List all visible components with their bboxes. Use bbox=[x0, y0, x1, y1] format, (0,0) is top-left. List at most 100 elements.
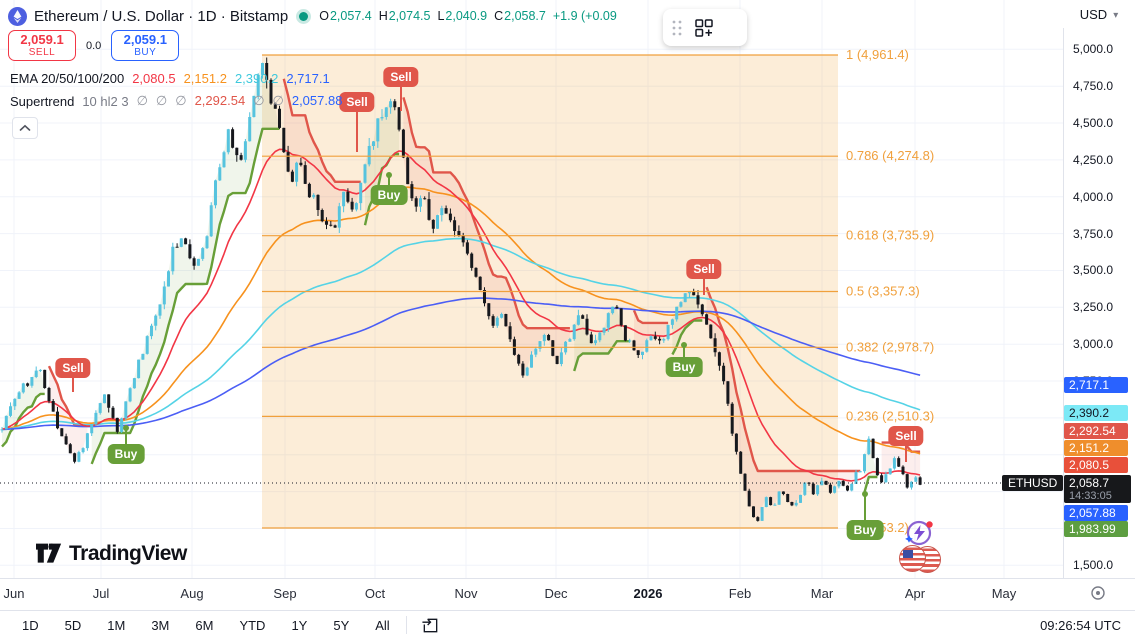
price-badge: 1,983.99 bbox=[1064, 521, 1128, 537]
svg-text:1 (4,961.4): 1 (4,961.4) bbox=[846, 47, 909, 62]
price-scale-label: 3,750.0 bbox=[1073, 226, 1114, 241]
svg-text:0.236 (2,510.3): 0.236 (2,510.3) bbox=[846, 408, 934, 423]
time-axis-label: Jun bbox=[3, 586, 25, 601]
time-axis-label: Aug bbox=[180, 586, 204, 601]
ohlc-key: H bbox=[378, 9, 388, 23]
buy-button[interactable]: 2,059.1 BUY bbox=[111, 30, 180, 61]
watermark-text: TradingView bbox=[69, 542, 187, 565]
range-button-1y[interactable]: 1Y bbox=[291, 617, 308, 633]
price-scale-label: 4,750.0 bbox=[1073, 79, 1114, 94]
signal-stem-dot bbox=[681, 342, 687, 348]
signal-stem bbox=[125, 428, 127, 444]
time-axis-label: 2026 bbox=[633, 586, 663, 601]
ema-value: 2,390.2 bbox=[234, 71, 279, 86]
price-badge: 2,292.54 bbox=[1064, 423, 1128, 439]
last-price-badge: 2,058.7 14:33:05 bbox=[1064, 475, 1131, 503]
range-button-ytd[interactable]: YTD bbox=[239, 617, 266, 633]
tradingview-mark-icon bbox=[36, 543, 62, 563]
signal-stem bbox=[400, 87, 402, 111]
buy-price: 2,059.1 bbox=[123, 32, 167, 47]
ohlc-key: L bbox=[437, 9, 445, 23]
economic-calendar-flags-icon[interactable] bbox=[899, 545, 947, 575]
drag-handle[interactable] bbox=[671, 19, 683, 37]
supertrend-params: 10 hl2 3 bbox=[82, 93, 129, 109]
supertrend-legend-row[interactable]: Supertrend 10 hl2 3 ∅ ∅ ∅ 2,292.54 ∅ ∅ 2,057.8… bbox=[10, 93, 342, 109]
time-axis-label: Sep bbox=[273, 586, 297, 601]
signal-stem bbox=[905, 446, 907, 462]
ema-legend-row[interactable]: EMA 20/50/100/200 2,080.5 2,151.2 2,390.2 2… bbox=[10, 71, 330, 86]
symbol-title[interactable]: Ethereum / U.S. Dollar · 1D · Bitstamp bbox=[34, 7, 289, 25]
supertrend-value: ∅ bbox=[155, 93, 168, 108]
price-scale-label: 3,500.0 bbox=[1073, 263, 1114, 278]
range-button-6m[interactable]: 6M bbox=[195, 617, 214, 633]
add-layout-icon[interactable] bbox=[693, 17, 715, 39]
ema-values: 2,080.5 2,151.2 2,390.2 2,717.1 bbox=[132, 71, 330, 86]
price-badge: 2,390.2 bbox=[1064, 405, 1128, 421]
time-axis-label: May bbox=[991, 586, 1017, 601]
tradingview-logo[interactable]: TradingView bbox=[36, 542, 187, 566]
toolbar-divider bbox=[405, 616, 407, 634]
price-badge: 2,080.5 bbox=[1064, 457, 1128, 473]
price-scale-label: 4,250.0 bbox=[1073, 152, 1114, 167]
time-axis-label: Nov bbox=[454, 586, 478, 601]
signal-stem-dot bbox=[123, 425, 129, 431]
svg-text:0.382 (2,978.7): 0.382 (2,978.7) bbox=[846, 339, 934, 354]
buy-label: BUY bbox=[134, 47, 157, 58]
range-button-1d[interactable]: 1D bbox=[22, 617, 39, 633]
bottom-toolbar: 1D 5D 1M 3M 6M YTD 1Y 5Y All 09:26:54 UTC bbox=[0, 610, 1135, 639]
chevron-down-icon: ▾ bbox=[1113, 9, 1119, 21]
svg-text:0.618 (3,735.9): 0.618 (3,735.9) bbox=[846, 228, 934, 243]
symbol-row[interactable]: Ethereum / U.S. Dollar · 1D · Bitstamp O… bbox=[8, 5, 617, 27]
range-button-all[interactable]: All bbox=[375, 617, 390, 633]
clock-utc[interactable]: 09:26:54 UTC bbox=[1040, 617, 1121, 633]
ai-assistant-icon[interactable] bbox=[903, 517, 935, 554]
time-axis[interactable]: Jun Jul Aug Sep Oct Nov Dec 2026 Feb Mar Apr May bbox=[0, 578, 1135, 610]
ohlc-pair: L2,040.9 bbox=[437, 9, 487, 23]
chart-canvas[interactable]: 1 (4,961.4) 0.786 (4,274.8) 0.618 (3,735.9… bbox=[0, 0, 1063, 578]
ohlc-key: O bbox=[319, 9, 329, 23]
ohlc-value: 2,058.7 bbox=[504, 9, 546, 23]
sell-button[interactable]: 2,059.1 SELL bbox=[8, 30, 76, 61]
supertrend-label: Supertrend bbox=[10, 93, 75, 109]
supertrend-value: 2,292.54 bbox=[194, 93, 246, 108]
buy-signal-badge: Buy bbox=[846, 520, 884, 540]
range-button-5d[interactable]: 5D bbox=[64, 617, 82, 633]
time-axis-label: Apr bbox=[904, 586, 926, 601]
sell-signal-badge: Sell bbox=[55, 358, 91, 378]
ema-value: 2,080.5 bbox=[132, 71, 176, 86]
price-scale-label: 5,000.0 bbox=[1073, 42, 1114, 57]
range-button-5y[interactable]: 5Y bbox=[333, 617, 350, 633]
ohlc-value: 2,074.5 bbox=[388, 9, 431, 23]
signal-stem bbox=[864, 494, 866, 520]
range-button-3m[interactable]: 3M bbox=[151, 617, 170, 633]
range-button-1m[interactable]: 1M bbox=[107, 617, 126, 633]
sell-signal-badge: Sell bbox=[888, 426, 924, 446]
trade-panel: 2,059.1 SELL 0.0 2,059.1 BUY bbox=[8, 30, 180, 61]
ohlc-pair: H2,074.5 bbox=[379, 9, 431, 23]
supertrend-values: ∅ ∅ ∅ 2,292.54 ∅ ∅ 2,057.88 bbox=[137, 93, 343, 109]
go-to-date-button[interactable] bbox=[415, 614, 446, 637]
collapse-legend-button[interactable] bbox=[12, 117, 38, 139]
currency-dropdown[interactable]: USD ▾ bbox=[1063, 0, 1135, 28]
spread-value: 0.0 bbox=[86, 39, 102, 52]
signal-stem bbox=[683, 345, 685, 357]
market-status-icon[interactable] bbox=[299, 11, 309, 21]
ohlc-value: 2,040.9 bbox=[445, 9, 488, 23]
time-axis-label: Jul bbox=[92, 586, 110, 601]
signal-stem bbox=[356, 112, 358, 152]
chart-svg: 1 (4,961.4) 0.786 (4,274.8) 0.618 (3,735.9… bbox=[0, 0, 1063, 578]
time-axis-settings-icon[interactable] bbox=[1090, 585, 1106, 606]
symbol-price-chip: ETHUSD bbox=[1002, 475, 1064, 491]
ohlc-key: C bbox=[494, 9, 504, 23]
ohlc-values: O2,057.4 H2,074.5 L2,040.9 C2,058.7 +1.9 (+0… bbox=[319, 9, 617, 23]
supertrend-value: ∅ bbox=[175, 93, 187, 108]
price-badge: 2,717.1 bbox=[1064, 377, 1128, 393]
buy-signal-badge: Buy bbox=[665, 357, 703, 377]
price-scale-label: 4,000.0 bbox=[1073, 189, 1114, 204]
signal-stem bbox=[703, 279, 705, 295]
floating-toolbar bbox=[663, 9, 747, 46]
time-axis-label: Dec bbox=[544, 586, 568, 601]
currency-label: USD bbox=[1079, 6, 1108, 22]
signal-stem bbox=[388, 175, 390, 185]
